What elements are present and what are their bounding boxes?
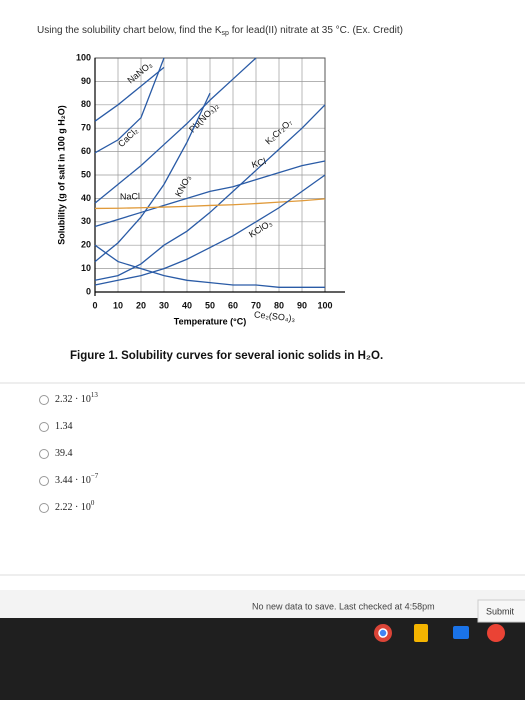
chart: 0 10 20 30 40 50 60 70 80 90 100 0 10 20 30 40 50 60 70 80 9…	[56, 52, 345, 326]
option-exponent: 13	[91, 391, 99, 399]
solubility-curve	[94, 104, 326, 281]
solubility-curve	[94, 92, 211, 263]
solubility-curve	[94, 174, 326, 286]
x-tick-label: 40	[182, 300, 192, 310]
y-tick-label: 50	[81, 169, 91, 179]
taskbar	[0, 618, 525, 700]
y-tick-label: 90	[81, 76, 91, 86]
camera-icon[interactable]	[487, 624, 505, 642]
x-tick-label: 80	[274, 300, 284, 310]
x-tick-label: 0	[92, 300, 97, 310]
option-text: 1.34	[55, 421, 73, 432]
solubility-curve	[94, 160, 326, 228]
x-tick-label: 70	[251, 300, 261, 310]
radio-button[interactable]	[39, 422, 49, 432]
docs-icon[interactable]	[414, 624, 428, 642]
option-label[interactable]: 3.44 · 10−7	[55, 472, 99, 487]
y-tick-label: 60	[81, 146, 91, 156]
option-label[interactable]: 39.4	[55, 448, 73, 459]
x-axis-title: Temperature (°C)	[174, 316, 246, 326]
option-label[interactable]: 2.22 · 100	[55, 499, 95, 514]
solubility-curve	[94, 57, 165, 154]
y-tick-label: 30	[81, 216, 91, 226]
question-part: Using the solubility chart below, find t…	[37, 25, 222, 36]
y-axis-title: Solubility (g of salt in 100 g H₂O)	[56, 105, 66, 245]
curve-label: Ce₂(SO₄)₃	[254, 309, 296, 323]
option-label[interactable]: 1.34	[55, 421, 73, 432]
footer-bar	[0, 590, 525, 620]
x-tick-label: 60	[228, 300, 238, 310]
option-text: 3.44 · 10	[55, 475, 91, 486]
radio-button[interactable]	[39, 449, 49, 459]
y-tick-label: 80	[81, 99, 91, 109]
solubility-curve	[94, 66, 165, 122]
option-label[interactable]: 2.32 · 1013	[55, 391, 98, 406]
x-tick-label: 90	[297, 300, 307, 310]
video-icon[interactable]	[453, 626, 469, 639]
curve-label: NaCl	[120, 191, 140, 201]
x-tick-label: 30	[159, 300, 169, 310]
x-tick-label: 20	[136, 300, 146, 310]
chrome-icon-center	[378, 628, 388, 638]
x-tick-label: 50	[205, 300, 215, 310]
y-tick-label: 20	[81, 240, 91, 250]
option-exponent: 0	[91, 499, 95, 507]
solubility-curve	[94, 244, 325, 288]
y-tick-label: 0	[86, 286, 91, 296]
y-tick-label: 100	[76, 52, 91, 62]
option-text: 2.32 · 10	[55, 394, 91, 405]
radio-button[interactable]	[39, 395, 49, 405]
solubility-curve	[94, 57, 257, 204]
x-tick-label: 100	[317, 300, 332, 310]
question-part: for lead(II) nitrate at 35 °C. (Ex. Cred…	[229, 25, 403, 36]
option-text: 2.22 · 10	[55, 502, 91, 513]
submit-label[interactable]: Submit	[486, 606, 515, 616]
y-tick-label: 10	[81, 263, 91, 273]
save-status: No new data to save. Last checked at 4:5…	[252, 601, 435, 611]
radio-button[interactable]	[39, 503, 49, 513]
y-tick-label: 70	[81, 123, 91, 133]
figure-caption: Figure 1. Solubility curves for several …	[70, 350, 383, 362]
option-text: 39.4	[55, 448, 73, 459]
taskbar-icons	[374, 624, 505, 642]
question-part: sp	[222, 30, 230, 37]
curve-label: KCl	[250, 156, 267, 170]
option-exponent: −7	[91, 472, 99, 480]
y-tick-label: 40	[81, 193, 91, 203]
submit-button[interactable]	[477, 599, 525, 623]
x-tick-label: 10	[113, 300, 123, 310]
radio-button[interactable]	[39, 476, 49, 486]
question: Using the solubility chart below, find t…	[37, 25, 403, 38]
